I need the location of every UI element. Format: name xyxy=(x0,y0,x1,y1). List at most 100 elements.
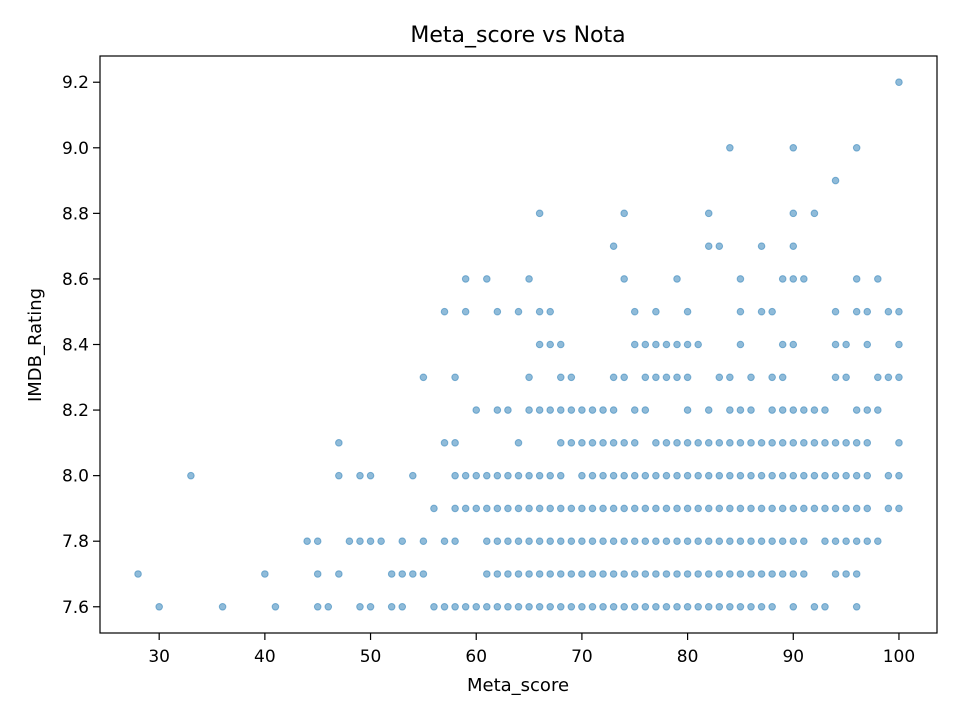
scatter-point xyxy=(736,307,745,316)
scatter-point xyxy=(324,602,333,611)
scatter-point xyxy=(852,307,861,316)
scatter-point xyxy=(652,307,660,316)
y-axis: 7.6 7.8 8.0 8.2 8.4 8.6 8.8 9.0 9.2 xyxy=(62,73,100,618)
scatter-point xyxy=(578,504,586,513)
scatter-point xyxy=(768,602,776,611)
scatter-point xyxy=(461,504,470,513)
scatter-point xyxy=(768,307,776,316)
scatter-point xyxy=(588,537,597,546)
scatter-point xyxy=(810,602,819,611)
scatter-point xyxy=(726,570,734,578)
scatter-point xyxy=(567,504,576,513)
scatter-point xyxy=(789,570,798,578)
scatter-point xyxy=(895,78,903,87)
scatter-point xyxy=(874,373,882,382)
scatter-point xyxy=(800,406,808,414)
scatter-point xyxy=(535,307,544,316)
scatter-point xyxy=(726,471,734,480)
scatter-point xyxy=(652,471,660,480)
scatter-point xyxy=(578,471,586,480)
scatter-point xyxy=(419,570,428,578)
scatter-point xyxy=(831,504,840,513)
scatter-point xyxy=(842,537,850,546)
scatter-point xyxy=(461,471,470,480)
scatter-point xyxy=(303,537,311,546)
scatter-point xyxy=(704,439,713,447)
scatter-point xyxy=(409,471,417,480)
scatter-point xyxy=(504,471,512,480)
scatter-point xyxy=(525,275,533,283)
scatter-point xyxy=(821,406,829,414)
scatter-point xyxy=(546,504,555,513)
scatter-point xyxy=(641,570,650,578)
scatter-point xyxy=(609,373,618,382)
scatter-point xyxy=(535,504,544,513)
scatter-point xyxy=(863,504,872,513)
scatter-point xyxy=(704,602,713,611)
scatter-point xyxy=(736,570,745,578)
scatter-point xyxy=(451,373,459,382)
scatter-point xyxy=(620,602,628,611)
scatter-point xyxy=(514,602,523,611)
scatter-point xyxy=(546,340,555,349)
scatter-point xyxy=(852,275,861,283)
scatter-point xyxy=(673,570,681,578)
scatter-point xyxy=(567,406,576,414)
scatter-point xyxy=(451,439,459,447)
scatter-point xyxy=(514,504,523,513)
scatter-point xyxy=(747,471,755,480)
scatter-point xyxy=(652,537,660,546)
scatter-point xyxy=(652,602,660,611)
scatter-point xyxy=(134,570,142,578)
scatter-point xyxy=(736,471,745,480)
scatter-point xyxy=(895,504,903,513)
scatter-point xyxy=(493,602,502,611)
scatter-point xyxy=(313,602,322,611)
scatter-point xyxy=(852,439,861,447)
scatter-point xyxy=(683,406,692,414)
scatter-point xyxy=(493,471,502,480)
scatter-point xyxy=(757,242,766,250)
scatter-point xyxy=(599,602,607,611)
scatter-point xyxy=(757,570,766,578)
scatter-point xyxy=(884,373,893,382)
scatter-point xyxy=(704,537,713,546)
scatter-point xyxy=(884,504,893,513)
scatter-point xyxy=(726,504,734,513)
scatter-point xyxy=(620,275,628,283)
scatter-point xyxy=(852,537,861,546)
scatter-point xyxy=(419,373,428,382)
scatter-point xyxy=(810,439,819,447)
scatter-point xyxy=(356,602,364,611)
y-tick-label: 9.2 xyxy=(62,73,89,93)
scatter-point xyxy=(842,373,850,382)
scatter-point xyxy=(863,307,872,316)
scatter-point xyxy=(535,537,544,546)
scatter-point xyxy=(747,406,755,414)
scatter-point xyxy=(440,537,449,546)
scatter-point xyxy=(641,602,650,611)
scatter-point xyxy=(831,537,840,546)
y-tick-label: 8.0 xyxy=(62,467,89,487)
scatter-point xyxy=(715,471,724,480)
scatter-point xyxy=(578,570,586,578)
scatter-point xyxy=(461,602,470,611)
scatter-point xyxy=(673,439,681,447)
scatter-point xyxy=(852,602,861,611)
scatter-point xyxy=(546,471,555,480)
scatter-point xyxy=(800,439,808,447)
scatter-point xyxy=(387,602,396,611)
scatter-point xyxy=(578,602,586,611)
scatter-point xyxy=(398,602,407,611)
scatter-point xyxy=(599,537,607,546)
scatter-point xyxy=(694,537,702,546)
scatter-point xyxy=(609,471,618,480)
scatter-point xyxy=(874,406,882,414)
scatter-point xyxy=(483,537,491,546)
scatter-point xyxy=(641,340,650,349)
scatter-point xyxy=(556,340,565,349)
scatter-point xyxy=(852,504,861,513)
scatter-point xyxy=(715,242,724,250)
scatter-point xyxy=(704,471,713,480)
